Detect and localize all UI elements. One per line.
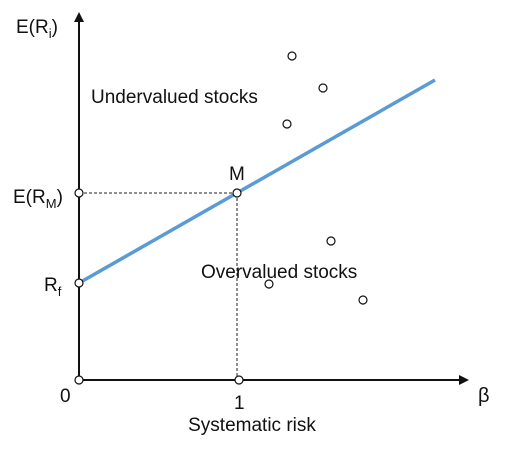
x-axis-title: Systematic risk bbox=[188, 415, 316, 436]
x-tick-label: 1 bbox=[234, 393, 245, 414]
overvalued-stock-point bbox=[264, 279, 274, 289]
beta-one-point bbox=[234, 375, 244, 385]
undervalued-stock-point bbox=[318, 83, 328, 93]
y-axis-label: E(Ri) bbox=[16, 17, 58, 41]
origin-point bbox=[74, 375, 84, 385]
x-axis-label: β bbox=[478, 385, 490, 407]
overvalued-region-label: Overvalued stocks bbox=[201, 262, 357, 283]
undervalued-region-label: Undervalued stocks bbox=[91, 87, 258, 108]
undervalued-stock-point bbox=[282, 119, 292, 129]
market-portfolio-point bbox=[232, 188, 242, 198]
origin-label: 0 bbox=[60, 386, 71, 407]
risk-free-label: Rf bbox=[44, 275, 62, 299]
risk-free-point bbox=[74, 278, 84, 288]
security-market-line bbox=[78, 78, 436, 285]
market-return-point bbox=[74, 188, 84, 198]
overvalued-stock-point bbox=[358, 295, 368, 305]
market-portfolio-label: M bbox=[229, 164, 245, 185]
undervalued-stock-point bbox=[287, 51, 297, 61]
overvalued-stock-point bbox=[326, 236, 336, 246]
market-return-label: E(RM) bbox=[13, 187, 63, 211]
